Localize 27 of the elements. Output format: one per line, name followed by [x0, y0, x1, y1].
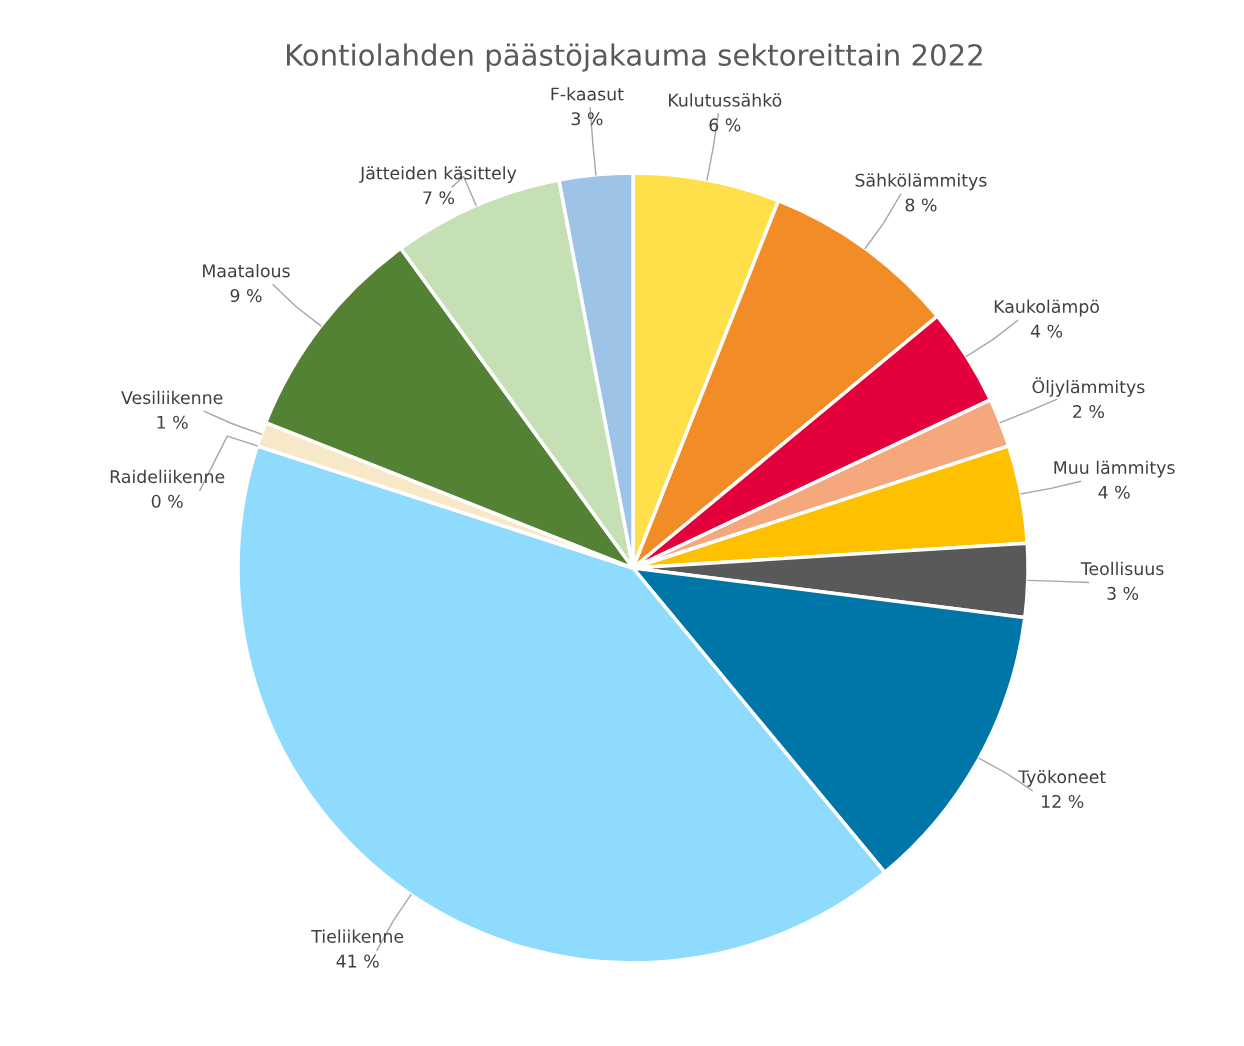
slice-label: Tieliikenne — [311, 929, 404, 943]
data-label: 7 % — [423, 191, 455, 205]
slice-label: Maatalous — [203, 263, 290, 278]
data-label: 3 % — [571, 112, 603, 126]
slice-label: Kulutussähkö — [669, 93, 782, 107]
data-label: 2 % — [1073, 404, 1104, 419]
slice-label: Sähkölämmitys — [855, 173, 987, 191]
slice-label: Öljylämmitys — [1032, 377, 1145, 397]
slice-label: Muu lämmitys — [1054, 460, 1175, 478]
slice-label: Jätteiden käsittely — [359, 166, 517, 183]
slice-label: F-kaasut — [551, 87, 624, 101]
data-label: 9 % — [230, 289, 262, 303]
data-label: 6 % — [709, 118, 741, 132]
slice-label: Teollisuus — [1080, 561, 1164, 576]
slice-label: Vesiliikenne — [121, 390, 223, 405]
data-label: 12 % — [1042, 794, 1084, 809]
data-label: 8 % — [905, 198, 937, 212]
category-label: Raideliikenne — [110, 469, 225, 484]
data-label: 41 % — [336, 954, 379, 968]
data-label: 4 % — [1098, 485, 1130, 499]
data-label: 4 % — [1030, 324, 1063, 338]
slice-label: Kaukolämpö — [994, 299, 1099, 317]
text: 0 % — [151, 494, 183, 508]
chart-title: Kontiolahden päästöjakauma sektoreittain 2022 — [287, 43, 982, 72]
slice-label: Työkoneet — [1018, 769, 1106, 787]
data-label: 1 % — [157, 415, 188, 429]
data-label: 3 % — [1107, 586, 1139, 600]
